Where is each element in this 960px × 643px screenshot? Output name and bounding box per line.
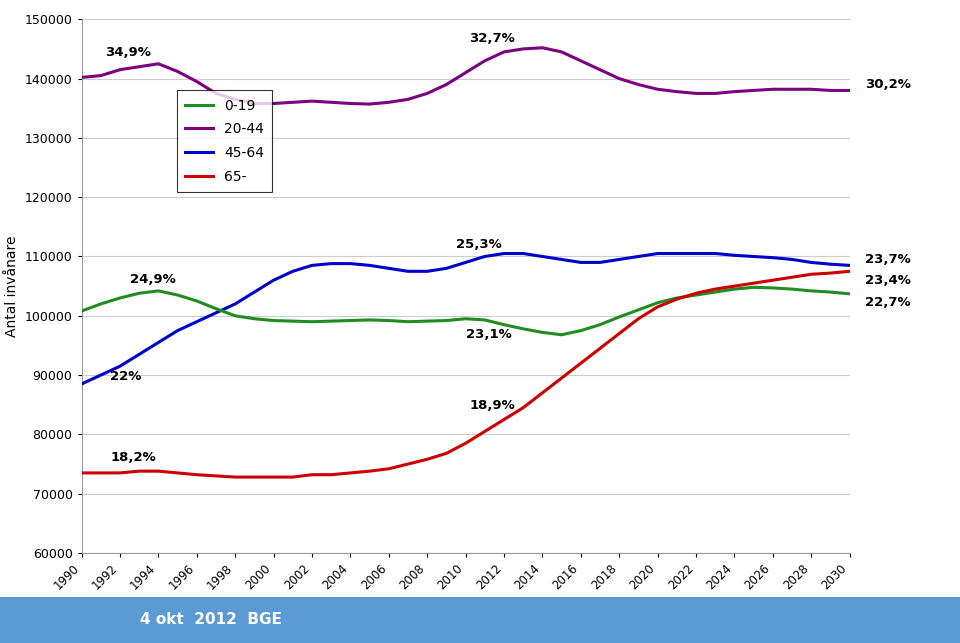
Text: 25,3%: 25,3% (456, 238, 502, 251)
Text: 23,4%: 23,4% (865, 274, 911, 287)
Text: 23,7%: 23,7% (865, 253, 911, 266)
Text: 24,9%: 24,9% (130, 273, 176, 285)
Text: 23,1%: 23,1% (466, 329, 512, 341)
Text: 18,2%: 18,2% (110, 451, 156, 464)
Text: 22,7%: 22,7% (865, 296, 911, 309)
Text: 4 okt  2012  BGE: 4 okt 2012 BGE (140, 612, 282, 628)
Legend: 0-19, 20-44, 45-64, 65-: 0-19, 20-44, 45-64, 65- (177, 90, 273, 192)
Text: 34,9%: 34,9% (105, 46, 151, 59)
Text: 18,9%: 18,9% (469, 399, 516, 412)
Text: 32,7%: 32,7% (469, 32, 516, 45)
Text: 22%: 22% (110, 370, 142, 383)
Y-axis label: Antal invånare: Antal invånare (5, 235, 19, 337)
Text: 30,2%: 30,2% (865, 78, 911, 91)
